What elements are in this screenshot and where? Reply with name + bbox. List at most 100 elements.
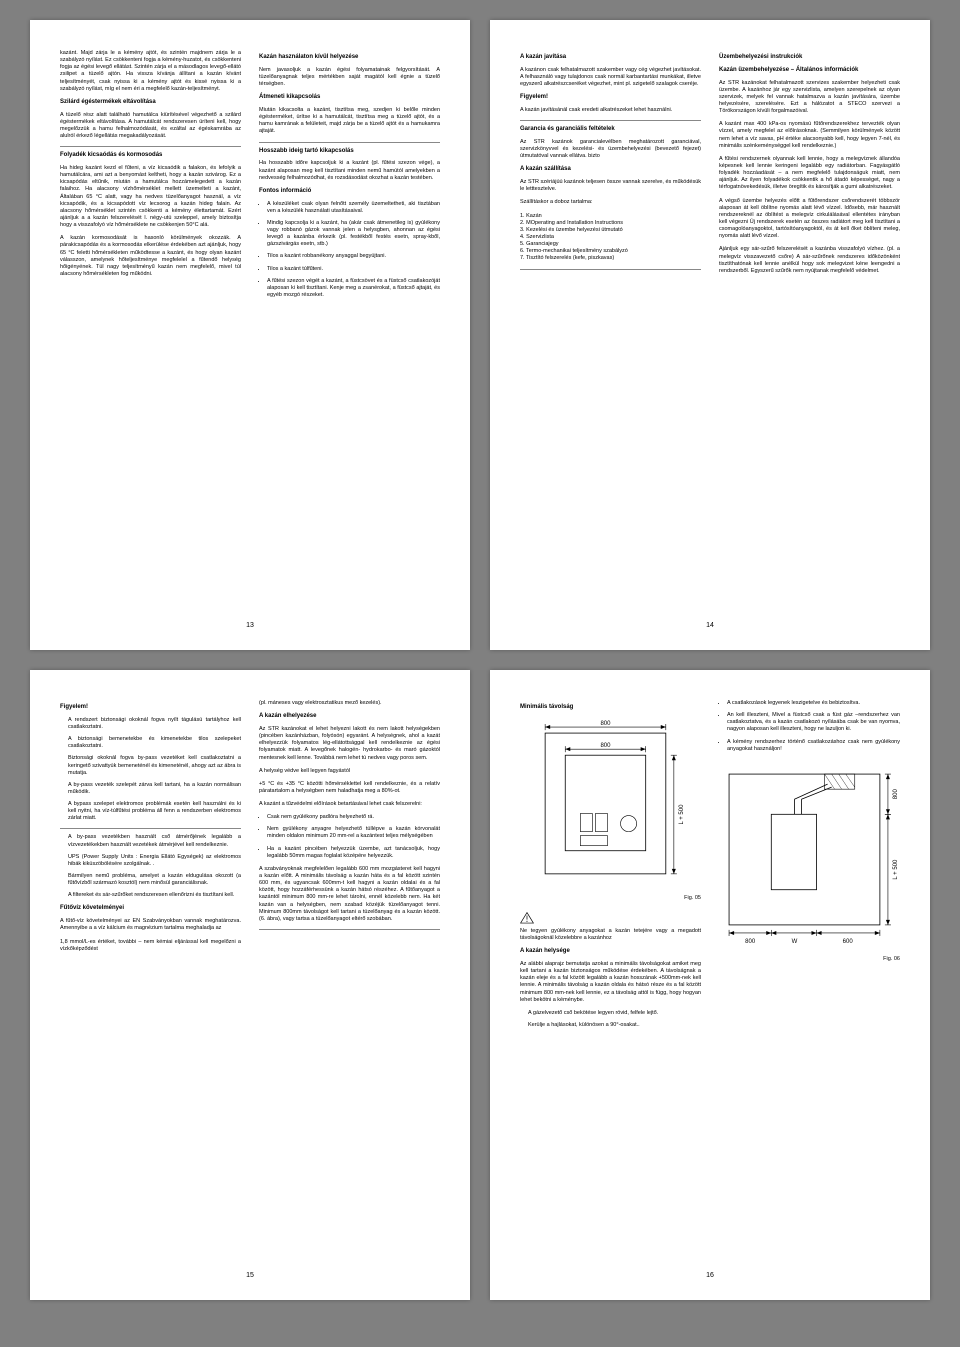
columns: Minimális távolság 800 800 bbox=[520, 700, 900, 1263]
list-item: A by-pass vezetékben használt cső átmérő… bbox=[68, 834, 241, 848]
list-item: A készüléket csak olyan felnőtt személy … bbox=[267, 201, 440, 215]
divider bbox=[60, 828, 241, 829]
body-text: Az STR szériájúú kazánok teljesen össze … bbox=[520, 179, 701, 193]
divider bbox=[259, 142, 440, 143]
list-item: Tilos a kazánt robbanékony anyaggal begy… bbox=[267, 253, 440, 260]
dim-top: 800 bbox=[600, 721, 611, 727]
list-item: Biztonsági okoknál fogva by-pass vezeték… bbox=[68, 755, 241, 776]
col-2: A csatlakozások legyenek leszigetelve és… bbox=[719, 700, 900, 1263]
body-text: A kazán javításánál csak eredeti alkatré… bbox=[520, 107, 701, 114]
body-text: 1,8 mmol/L-es értéket, további – nem kém… bbox=[60, 939, 241, 953]
list-item: A biztonsági bemenetekbe és kimenetekbe … bbox=[68, 736, 241, 750]
list-item: 1. Kazán bbox=[520, 213, 701, 220]
body-text: Miután kikacsolta a kazánt, tisztítsa me… bbox=[259, 107, 440, 136]
list-item: 2. MOperating and Installation Instructi… bbox=[520, 220, 701, 227]
heading: Üzembehelyezési instrukciók bbox=[719, 54, 900, 62]
heading: Fontos információ bbox=[259, 188, 440, 196]
list-item: Ha a kazánt pincében helyezzük üzembe, a… bbox=[267, 846, 440, 860]
page-15: Figyelem! A rendszert biztonsági okoknál… bbox=[30, 670, 470, 1300]
page-number: 15 bbox=[60, 1271, 440, 1280]
list-item: UPS (Power Supply Units : Energia Ellátó… bbox=[68, 854, 241, 868]
list-item: Mindig kapcsolja ki a kazánt, ha (akár c… bbox=[267, 220, 440, 249]
page-14: A kazán javítása A kazánon csak felhatal… bbox=[490, 20, 930, 650]
dim-w-left: 800 bbox=[745, 939, 756, 945]
body-text: Az STR kazánokat el lehet helyezni lakot… bbox=[259, 726, 440, 762]
columns: kazánt. Majd zárja le a kémény ajtót, és… bbox=[60, 50, 440, 613]
page-number: 16 bbox=[520, 1271, 900, 1280]
heading: Garancia és garanciális feltételek bbox=[520, 126, 701, 134]
body-text: A végső üzembe helyezés előtt a fűtőrend… bbox=[719, 198, 900, 241]
heading: Folyadék kicsaódás és kormosodás bbox=[60, 152, 241, 160]
list-item: A gázelvezető cső bekötése legyen rövid,… bbox=[528, 1010, 701, 1017]
divider bbox=[520, 120, 701, 121]
list-item: 7. Tisztító felszerelés (kefe, piszkavas… bbox=[520, 255, 701, 262]
col-1: Minimális távolság 800 800 bbox=[520, 700, 701, 1263]
list-item: 3. Kezelési és üzembe helyezési útmutató bbox=[520, 227, 701, 234]
figure-6: 800 L + 500 bbox=[719, 759, 900, 950]
divider bbox=[259, 929, 440, 930]
bullet-list: A rendszert biztonsági okoknál fogva nyí… bbox=[60, 717, 241, 823]
bullet-list: A by-pass vezetékben használt cső átmérő… bbox=[60, 834, 241, 899]
list-item: A filtereket és sár-szűrőket rendszerese… bbox=[68, 892, 241, 899]
dim-w-mid: W bbox=[792, 939, 798, 945]
list-item: Csak nem gyúlékony padlóra helyezhető rá… bbox=[267, 814, 440, 821]
page-number: 14 bbox=[520, 621, 900, 630]
list-item: Nem gyúlékony anyagre helyezhető túllépv… bbox=[267, 826, 440, 840]
body-text: Ajánljuk egy sár-szűrő felszerelését a k… bbox=[719, 246, 900, 275]
body-text: (pl. máneses vagy elektrosztatikus mező … bbox=[259, 700, 440, 707]
list-item: Tilos a kazánt túlfűteni. bbox=[267, 266, 440, 273]
warning-icon bbox=[520, 912, 534, 924]
body-text: Ha hosszabb időre kapcsoljuk ki a kazánt… bbox=[259, 160, 440, 181]
heading: Figyelem! bbox=[520, 94, 701, 102]
columns: A kazán javítása A kazánon csak felhatal… bbox=[520, 50, 900, 613]
body-text: kazánt. Majd zárja le a kémény ajtót, és… bbox=[60, 50, 241, 93]
heading: Átmeneti kikapcsolás bbox=[259, 94, 440, 102]
list-item: 4. Szervizlista bbox=[520, 234, 701, 241]
body-text: Szállításkor a doboz tartalma: bbox=[520, 199, 701, 206]
body-text: A helység védve kell legyen fagyástól bbox=[259, 768, 440, 775]
figure-label: Fig. 05 bbox=[520, 895, 701, 902]
body-text: Az STR kazánokat felhatalmazott szervize… bbox=[719, 80, 900, 116]
list-item: A kémény rendszerhez történő csatlakozás… bbox=[727, 739, 900, 753]
body-text: A fűtési rendszernek olyannak kell lenni… bbox=[719, 156, 900, 192]
heading: A kazán szállítása bbox=[520, 166, 701, 174]
body-text: +5 °C és +35 °C közötti hőmérséklettel k… bbox=[259, 781, 440, 795]
numbered-list: 1. Kazán 2. MOperating and Installation … bbox=[520, 213, 701, 263]
page-13: kazánt. Majd zárja le a kémény ajtót, és… bbox=[30, 20, 470, 650]
figure-label: Fig. 06 bbox=[719, 956, 900, 963]
body-text: A kazánt a tűzvédelmi előírások betartás… bbox=[259, 801, 440, 808]
list-item: An kell illeszteni, Mivel a füstcső csak… bbox=[727, 712, 900, 733]
heading: Kazán használaton kívül helyezése bbox=[259, 54, 440, 62]
heading: Fűtővíz követelményei bbox=[60, 905, 241, 913]
body-text: Az alábbi alaprajz bemutatja azokat a mi… bbox=[520, 961, 701, 1004]
col-2: (pl. máneses vagy elektrosztatikus mező … bbox=[259, 700, 440, 1263]
list-item: 5. Garanciajegy bbox=[520, 241, 701, 248]
body-text: A tüzelő rész alatt található hamutálca … bbox=[60, 112, 241, 141]
bullet-list: A csatlakozások legyenek leszigetelve és… bbox=[719, 700, 900, 753]
heading: A kazán javítása bbox=[520, 54, 701, 62]
list-item: Bármilyen nemű probléma, amelyet a kazán… bbox=[68, 873, 241, 887]
page-16: Minimális távolság 800 800 bbox=[490, 670, 930, 1300]
bullet-list: A gázelvezető cső bekötése legyen rövid,… bbox=[520, 1010, 701, 1029]
list-item: A bypass szelepet elektromos problémák e… bbox=[68, 801, 241, 822]
list-item: Kerülje a hajlásokat, különösen a 90°-os… bbox=[528, 1022, 701, 1029]
heading: Kazán üzembehelyezése – Általános inform… bbox=[719, 67, 900, 75]
figure-5: 800 800 bbox=[520, 718, 701, 889]
heading: Figyelem! bbox=[60, 704, 241, 712]
bullet-list: A készüléket csak olyan felnőtt személy … bbox=[259, 201, 440, 300]
body-text: Nem javasoljuk a kazán égési folyamatain… bbox=[259, 67, 440, 88]
body-text: A fűtő-víz követelményei az EN Szabványo… bbox=[60, 918, 241, 932]
list-item: A rendszert biztonsági okoknál fogva nyí… bbox=[68, 717, 241, 731]
col-1: Figyelem! A rendszert biztonsági okoknál… bbox=[60, 700, 241, 1263]
col-2: Kazán használaton kívül helyezése Nem ja… bbox=[259, 50, 440, 613]
dim-h-right: L + 500 bbox=[893, 859, 899, 880]
body-text: A szabványoknak megfelelően legalább 600… bbox=[259, 866, 440, 923]
body-text: Ha hideg kazánt kezd el fűteni, a víz ki… bbox=[60, 165, 241, 229]
col-2: Üzembehelyezési instrukciók Kazán üzembe… bbox=[719, 50, 900, 613]
heading: Szilárd égéstermékek eltávolítása bbox=[60, 99, 241, 107]
divider bbox=[60, 146, 241, 147]
heading: A kazán helysége bbox=[520, 948, 701, 956]
list-item: 6. Termo-mechanikai teljesítmény szabály… bbox=[520, 248, 701, 255]
list-item: A fűtési szezon végét a kazánt, a füstcs… bbox=[267, 278, 440, 299]
bullet-list: Csak nem gyúlékony padlóra helyezhető rá… bbox=[259, 814, 440, 860]
